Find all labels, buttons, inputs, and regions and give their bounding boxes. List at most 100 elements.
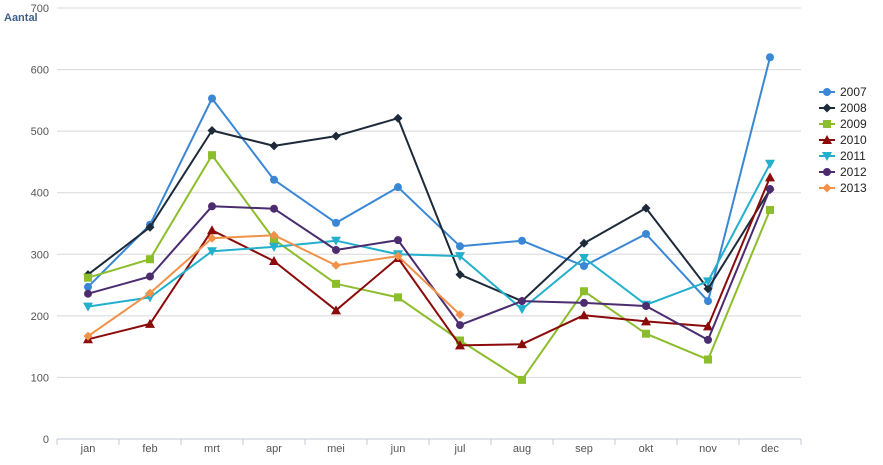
- series-2007: [84, 53, 774, 306]
- data-point[interactable]: [455, 340, 465, 350]
- data-point[interactable]: [704, 335, 712, 344]
- data-point[interactable]: [518, 297, 526, 306]
- x-tick-label: nov: [699, 443, 717, 455]
- data-point[interactable]: [331, 260, 341, 270]
- data-point[interactable]: [580, 287, 588, 296]
- data-point[interactable]: [579, 238, 589, 248]
- data-point[interactable]: [765, 172, 775, 182]
- data-point[interactable]: [580, 298, 588, 307]
- data-point[interactable]: [518, 375, 526, 384]
- x-tick-label: mei: [327, 443, 345, 455]
- data-point[interactable]: [208, 94, 216, 103]
- data-point[interactable]: [765, 159, 775, 169]
- legend-item-2010[interactable]: 2010: [819, 133, 867, 147]
- data-point[interactable]: [83, 331, 93, 341]
- data-point[interactable]: [642, 229, 650, 238]
- legend-label: 2009: [840, 117, 867, 131]
- data-point[interactable]: [84, 282, 92, 291]
- data-point[interactable]: [393, 113, 403, 123]
- series-line: [87, 176, 771, 347]
- data-point[interactable]: [394, 183, 402, 192]
- legend-item-2009[interactable]: 2009: [819, 117, 867, 131]
- x-tick-label: aug: [513, 443, 531, 455]
- data-point[interactable]: [208, 151, 216, 160]
- data-point[interactable]: [766, 185, 774, 194]
- legend-label: 2007: [840, 85, 867, 99]
- data-point[interactable]: [393, 251, 403, 261]
- data-point[interactable]: [517, 339, 527, 349]
- data-point[interactable]: [456, 242, 464, 251]
- data-point[interactable]: [207, 233, 217, 243]
- data-point[interactable]: [331, 236, 341, 246]
- data-point[interactable]: [270, 204, 278, 213]
- data-point[interactable]: [145, 318, 155, 328]
- legend-item-2011[interactable]: 2011: [819, 149, 866, 163]
- legend-label: 2013: [840, 181, 867, 195]
- data-point[interactable]: [83, 302, 93, 312]
- x-tick-label: jul: [453, 443, 465, 455]
- data-point[interactable]: [332, 279, 340, 288]
- legend-item-2007[interactable]: 2007: [819, 85, 867, 99]
- data-point[interactable]: [580, 261, 588, 270]
- data-point[interactable]: [145, 222, 155, 232]
- data-point[interactable]: [704, 297, 712, 306]
- data-point[interactable]: [269, 141, 279, 151]
- data-point[interactable]: [766, 205, 774, 214]
- data-point[interactable]: [269, 242, 279, 252]
- data-point[interactable]: [84, 289, 92, 298]
- data-point[interactable]: [766, 53, 774, 62]
- legend-marker[interactable]: [823, 120, 831, 128]
- data-point[interactable]: [394, 293, 402, 302]
- x-tick-label: okt: [639, 443, 654, 455]
- legend-item-2012[interactable]: 2012: [819, 165, 867, 179]
- data-point[interactable]: [270, 175, 278, 184]
- data-point[interactable]: [579, 253, 589, 263]
- data-point[interactable]: [703, 321, 713, 331]
- legend-marker[interactable]: [823, 168, 831, 176]
- data-point[interactable]: [331, 305, 341, 315]
- data-point[interactable]: [394, 236, 402, 245]
- data-point[interactable]: [579, 310, 589, 320]
- y-tick-label: 500: [31, 126, 49, 138]
- x-tick-label: apr: [266, 443, 282, 455]
- data-point[interactable]: [146, 272, 154, 281]
- data-point[interactable]: [269, 256, 279, 266]
- data-point[interactable]: [455, 310, 465, 320]
- data-point[interactable]: [269, 230, 279, 240]
- series-2012: [84, 185, 774, 344]
- data-point[interactable]: [642, 302, 650, 311]
- data-point[interactable]: [703, 284, 713, 294]
- data-point[interactable]: [84, 273, 92, 282]
- legend-item-2013[interactable]: 2013: [819, 181, 867, 195]
- data-point[interactable]: [208, 202, 216, 211]
- data-point[interactable]: [332, 245, 340, 254]
- data-point[interactable]: [641, 316, 651, 326]
- legend-marker[interactable]: [822, 103, 832, 113]
- data-point[interactable]: [456, 321, 464, 330]
- data-point[interactable]: [207, 126, 217, 136]
- data-point[interactable]: [146, 255, 154, 264]
- data-point[interactable]: [455, 252, 465, 262]
- data-point[interactable]: [517, 305, 527, 315]
- data-point[interactable]: [332, 218, 340, 227]
- data-point[interactable]: [518, 236, 526, 245]
- data-point[interactable]: [207, 247, 217, 257]
- x-tick-label: mrt: [204, 443, 220, 455]
- legend[interactable]: 2007 2008 2009 2010 2011 2012 2013: [819, 85, 867, 195]
- legend-marker[interactable]: [822, 152, 832, 161]
- legend-marker[interactable]: [823, 88, 831, 96]
- y-axis-ticks: 0 100 200 300 400 500 600 700: [31, 3, 49, 446]
- data-point[interactable]: [455, 270, 465, 280]
- legend-marker[interactable]: [822, 135, 832, 144]
- data-point[interactable]: [207, 225, 217, 235]
- data-point[interactable]: [703, 277, 713, 287]
- data-point[interactable]: [331, 131, 341, 141]
- data-point[interactable]: [704, 355, 712, 364]
- data-point[interactable]: [145, 288, 155, 298]
- data-point[interactable]: [641, 203, 651, 213]
- legend-item-2008[interactable]: 2008: [819, 101, 867, 115]
- x-axis: jan feb mrt apr mei jun jul aug sep okt nov dec: [56, 438, 802, 455]
- legend-marker[interactable]: [822, 183, 832, 193]
- data-point[interactable]: [642, 329, 650, 338]
